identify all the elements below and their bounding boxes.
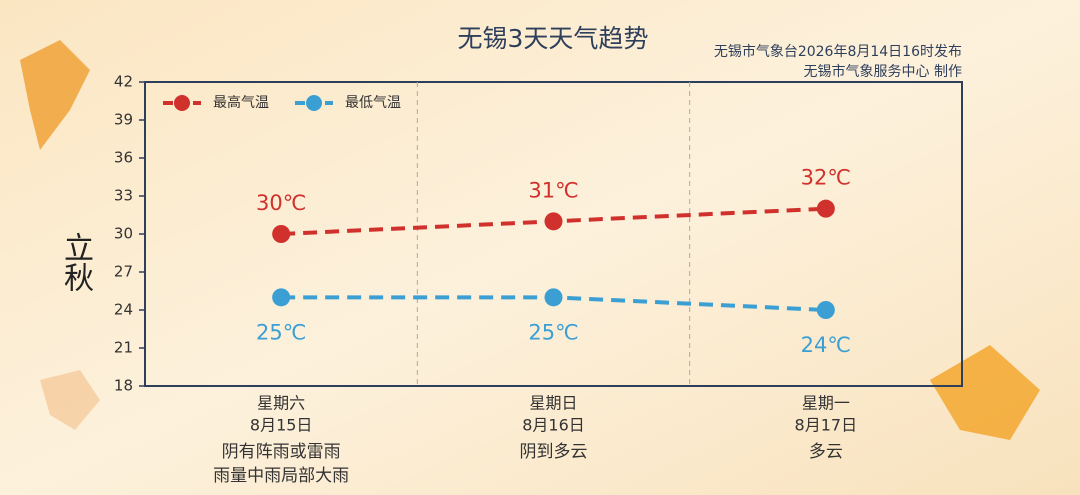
data-point	[816, 199, 835, 218]
leaf-decoration	[40, 370, 100, 430]
legend-label: 最高气温	[213, 94, 269, 111]
badge-text: 立秋	[58, 232, 94, 292]
value-label: 24℃	[801, 333, 851, 357]
date-label: 8月17日	[795, 416, 858, 435]
data-point	[816, 301, 835, 319]
leaf-decoration	[930, 345, 1040, 440]
legend-marker	[174, 95, 190, 111]
value-label: 25℃	[528, 320, 578, 344]
y-tick-label: 42	[114, 73, 133, 91]
y-tick-label: 24	[114, 301, 133, 319]
data-point	[544, 212, 563, 231]
chart-subtitle: 无锡市气象服务中心 制作	[804, 63, 962, 80]
value-label: 32℃	[801, 166, 851, 190]
y-tick-label: 18	[114, 377, 133, 395]
data-point	[544, 288, 563, 307]
x-tick-label: 星期六	[257, 394, 305, 413]
y-tick-label: 39	[114, 111, 133, 129]
weather-label: 阴有阵雨或雷雨	[222, 442, 341, 462]
date-label: 8月15日	[250, 416, 313, 435]
legend-marker	[306, 95, 322, 111]
y-tick-label: 27	[114, 263, 133, 281]
date-label: 8月16日	[522, 416, 585, 435]
leaf-decoration	[20, 40, 90, 150]
data-point	[272, 225, 291, 243]
legend-label: 最低气温	[345, 95, 401, 111]
chart-subtitle: 无锡市气象台2026年8月14日16时发布	[714, 43, 962, 60]
y-tick-label: 30	[114, 225, 133, 243]
value-label: 25℃	[256, 320, 306, 344]
x-tick-label: 星期日	[529, 394, 577, 413]
y-tick-label: 36	[114, 149, 133, 167]
weather-label: 多云	[809, 442, 843, 462]
chart-title: 无锡3天天气趋势	[458, 24, 649, 53]
data-point	[272, 288, 291, 307]
y-tick-label: 33	[114, 187, 133, 205]
value-label: 30℃	[256, 191, 306, 215]
weather-label: 阴到多云	[520, 442, 588, 462]
value-label: 31℃	[528, 178, 578, 202]
weather-label: 雨量中雨局部大雨	[213, 466, 349, 486]
x-tick-label: 星期一	[802, 394, 850, 413]
y-tick-label: 21	[114, 339, 133, 357]
